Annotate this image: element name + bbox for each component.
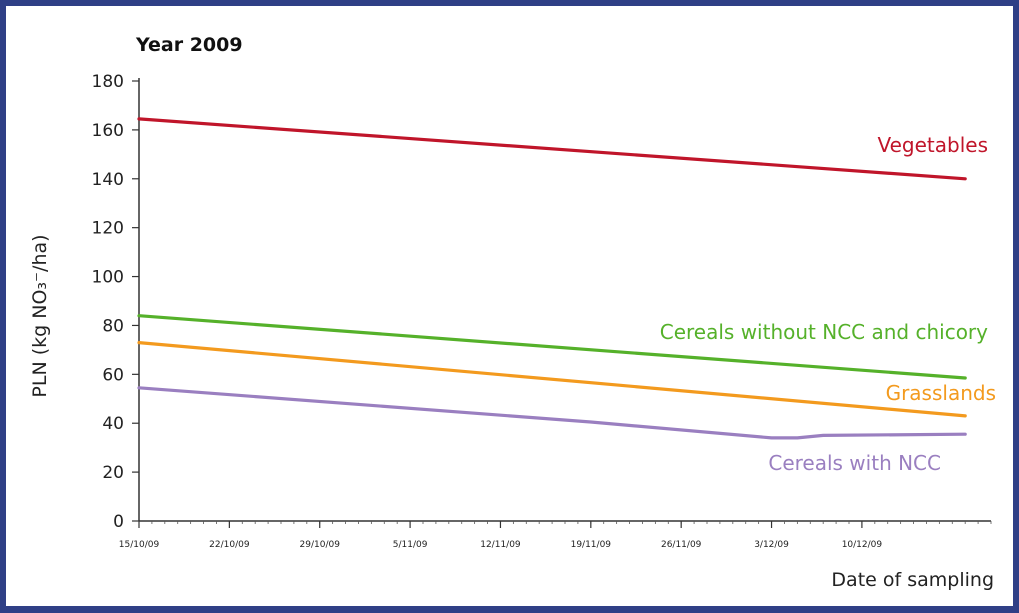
x-tick-label: 15/10/09: [119, 540, 160, 550]
series-label-3: Grasslands: [886, 381, 996, 405]
y-tick-label: 140: [92, 170, 124, 190]
series-line-1: [137, 117, 967, 181]
y-tick-label: 100: [92, 268, 124, 288]
y-axis: 0 20 40 60 80 100 120 140 160 180: [92, 72, 140, 532]
x-axis: 15/10/09 22/10/09 29/10/09 5/11/09 12/11/09 1…: [119, 520, 992, 550]
y-tick-label: 120: [92, 219, 124, 239]
x-axis-label: Date of sampling: [831, 569, 994, 591]
y-tick-label: 160: [92, 121, 124, 141]
line-chart: Year 2009 0 20 40 60 80 100 120 140 160 180 15/10…: [29, 34, 996, 591]
x-tick-label: 22/10/09: [209, 540, 250, 550]
chart-frame: Year 2009 0 20 40 60 80 100 120 140 160 180 15/10…: [6, 6, 1013, 606]
y-tick-label: 60: [102, 365, 124, 385]
x-tick-label: 3/12/09: [754, 540, 789, 550]
y-tick-label: 20: [102, 463, 124, 483]
chart-title: Year 2009: [135, 34, 243, 56]
series-layer: Vegetables Cereals without NCC and chicor…: [137, 117, 996, 475]
y-tick-label: 180: [92, 72, 124, 92]
y-tick-label: 0: [113, 512, 124, 532]
x-tick-label: 12/11/09: [480, 540, 521, 550]
y-tick-label: 40: [102, 414, 124, 434]
x-tick-label: 26/11/09: [661, 540, 702, 550]
x-tick-label: 5/11/09: [393, 540, 428, 550]
series-line-4: [137, 386, 967, 440]
series-label-4: Cereals with NCC: [768, 451, 941, 475]
y-axis-label: PLN (kg NO₃⁻/ha): [29, 234, 51, 397]
x-tick-label: 10/12/09: [842, 540, 883, 550]
x-tick-label: 19/11/09: [571, 540, 612, 550]
series-line-2: [137, 314, 967, 380]
x-tick-label: 29/10/09: [300, 540, 341, 550]
series-label-1: Vegetables: [877, 133, 988, 157]
y-tick-label: 80: [102, 316, 124, 336]
series-label-2: Cereals without NCC and chicory: [660, 320, 988, 344]
series-line-3: [137, 341, 967, 418]
